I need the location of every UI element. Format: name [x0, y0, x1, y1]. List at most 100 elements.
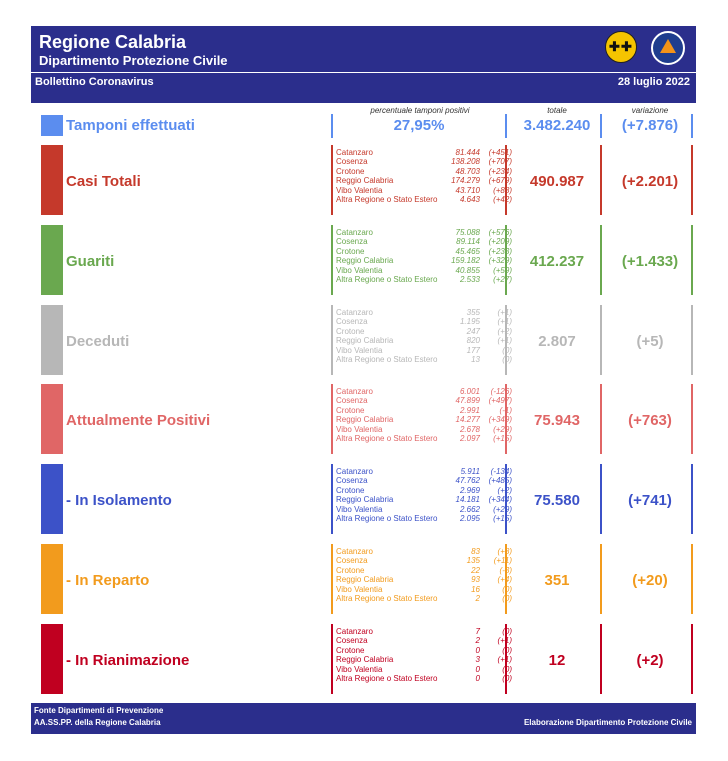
- district-change: (+349): [488, 415, 512, 425]
- district-value: 2.097: [459, 434, 480, 444]
- row-divider: [691, 305, 693, 375]
- district-name: Catanzaro: [336, 148, 373, 157]
- district-name: Reggio Calabria: [336, 575, 394, 585]
- district-name: Catanzaro: [336, 387, 373, 396]
- district-value: 2.991: [459, 405, 480, 415]
- district-change: (0): [502, 664, 512, 674]
- district-name: Altra Regione o Stato Estero: [336, 594, 438, 604]
- district-change: (+2): [480, 327, 512, 336]
- footer-source-2: AA.SS.PP. della Regione Calabria: [34, 718, 161, 727]
- district-change: (0): [502, 345, 512, 355]
- district-row: Vibo Valentia 2.662 (+29): [336, 505, 512, 514]
- district-row: Crotone 2.969(+2): [336, 486, 512, 495]
- row-total: 75.943: [534, 412, 580, 429]
- district-name: Vibo Valentia: [336, 424, 383, 434]
- district-row: Catanzaro 83(+8): [336, 547, 512, 556]
- row-change: (+1.433): [621, 253, 679, 270]
- row-divider: [505, 544, 507, 614]
- district-change: (-134): [490, 467, 512, 476]
- district-value: 93: [471, 575, 480, 585]
- district-row: Altra Regione o Stato Estero 2 (0): [336, 594, 512, 603]
- district-change: (+15): [493, 514, 512, 524]
- district-change: (+59): [493, 265, 512, 275]
- district-row: Vibo Valentia 2.678 (+29): [336, 425, 512, 434]
- district-change: (+27): [493, 275, 512, 285]
- district-name: Altra Regione o Stato Estero: [336, 514, 438, 524]
- tamponi-total: 3.482.240: [523, 117, 591, 134]
- district-row: Altra Regione o Stato Estero 2.095 (+15): [336, 514, 512, 523]
- row-divider: [600, 225, 602, 295]
- district-row: Reggio Calabria 820(+1): [336, 336, 512, 345]
- district-row: Altra Regione o Stato Estero 13 (0): [336, 355, 512, 364]
- district-value: 4.643: [459, 195, 480, 205]
- district-change: (+15): [493, 434, 512, 444]
- district-list: Catanzaro 81.444 (+451) Cosenza 138.208 (+707…: [336, 148, 512, 204]
- change-column-header: variazione: [631, 106, 669, 115]
- row-divider: [691, 145, 693, 215]
- district-value: 83: [471, 547, 480, 556]
- row-divider: [691, 464, 693, 534]
- row-divider: [505, 225, 507, 295]
- district-value: 5.911: [460, 467, 480, 476]
- district-value: 47.762: [455, 476, 480, 486]
- district-name: Cosenza: [336, 237, 368, 247]
- district-value: 14.181: [455, 495, 480, 505]
- row-color-bar: [41, 464, 63, 534]
- district-row: Cosenza 89.114 (+209): [336, 237, 512, 246]
- district-row: Cosenza 135 (+11): [336, 556, 512, 565]
- page-title: Regione Calabria: [39, 32, 187, 52]
- district-name: Cosenza: [336, 317, 368, 327]
- tamponi-change: (+7.876): [621, 117, 679, 134]
- district-name: Altra Regione o Stato Estero: [336, 195, 438, 205]
- total-column-header: totale: [547, 106, 567, 115]
- district-name: Altra Regione o Stato Estero: [336, 674, 438, 684]
- district-change: (+209): [488, 237, 512, 247]
- district-name: Cosenza: [336, 636, 368, 646]
- district-row: Crotone 48.703 (+234): [336, 167, 512, 176]
- district-name: Reggio Calabria: [336, 655, 394, 665]
- district-value: 47.899: [455, 396, 480, 406]
- district-change: (+88): [493, 185, 512, 195]
- district-change: (+8): [480, 547, 512, 556]
- district-name: Crotone: [336, 645, 365, 655]
- district-name: Reggio Calabria: [336, 336, 394, 346]
- district-row: Reggio Calabria 174.279 (+679): [336, 176, 512, 185]
- district-change: (0): [502, 645, 512, 655]
- row-change: (+2.201): [621, 173, 679, 190]
- district-value: 138.208: [451, 157, 480, 167]
- district-list: Catanzaro7(0)Cosenza2(+1)Crotone0(0)Regg…: [336, 627, 512, 683]
- district-name: Altra Regione o Stato Estero: [336, 434, 438, 444]
- district-change: (+11): [493, 556, 512, 566]
- district-list: Catanzaro 75.088 (+576) Cosenza 89.114 (+209)…: [336, 228, 512, 284]
- district-row: Catanzaro 75.088 (+576): [336, 228, 512, 237]
- district-change: (0): [502, 355, 512, 365]
- district-change: (+29): [493, 504, 512, 514]
- district-value: 43.710: [455, 185, 480, 195]
- district-name: Reggio Calabria: [336, 256, 394, 266]
- district-name: Crotone: [336, 166, 365, 176]
- row-divider: [331, 544, 333, 614]
- row-label: Guariti: [66, 253, 115, 270]
- district-list: Catanzaro 6.001 (-126) Cosenza 47.899 (+497) C…: [336, 387, 512, 443]
- district-row: Crotone 22(-3): [336, 566, 512, 575]
- row-divider: [600, 544, 602, 614]
- district-name: Reggio Calabria: [336, 495, 394, 505]
- district-value: 75.088: [455, 228, 480, 237]
- district-value: 2: [475, 594, 480, 604]
- tamponi-label: Tamponi effettuati: [66, 117, 195, 134]
- district-row: Catanzaro 6.001 (-126): [336, 387, 512, 396]
- district-row: Cosenza 2(+1): [336, 636, 512, 645]
- district-row: Cosenza 47.762 (+485): [336, 476, 512, 485]
- district-value: 0: [475, 674, 480, 684]
- district-change: (+234): [488, 166, 512, 176]
- row-color-bar: [41, 384, 63, 454]
- district-name: Vibo Valentia: [336, 265, 383, 275]
- tamponi-divider: [600, 114, 602, 138]
- district-row: Cosenza 138.208 (+707): [336, 157, 512, 166]
- row-label: - In Isolamento: [66, 492, 172, 509]
- district-name: Crotone: [336, 485, 365, 495]
- row-divider: [505, 384, 507, 454]
- district-change: (+329): [488, 256, 512, 266]
- district-row: Reggio Calabria 14.181 (+344): [336, 495, 512, 504]
- row-divider: [691, 624, 693, 694]
